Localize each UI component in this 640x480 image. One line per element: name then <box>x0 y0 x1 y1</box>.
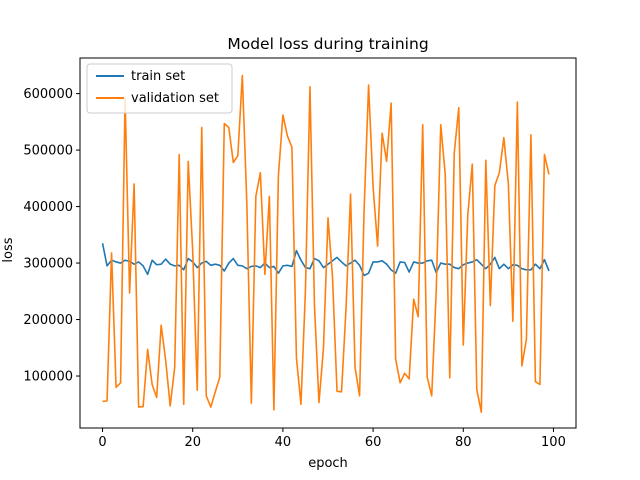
x-tick-label: 20 <box>184 435 201 450</box>
y-tick-label: 600000 <box>23 87 73 102</box>
y-tick-label: 100000 <box>23 370 73 385</box>
x-tick-label: 0 <box>98 435 106 450</box>
x-tick-label: 60 <box>365 435 382 450</box>
axis-ticks: 0 20 40 60 80 100 100000 200000 300000 400000 5000… <box>23 87 566 450</box>
chart-title: Model loss during training <box>227 35 428 53</box>
series-lines <box>101 74 550 413</box>
y-tick-label: 500000 <box>23 144 73 159</box>
plot-frame <box>79 57 577 429</box>
y-tick-label: 200000 <box>23 313 73 328</box>
series-line-validation-set <box>102 74 550 413</box>
y-tick-label: 400000 <box>23 200 73 215</box>
x-tick-label: 100 <box>541 435 566 450</box>
legend-label-validation-set: validation set <box>131 91 219 106</box>
x-tick-label: 80 <box>455 435 472 450</box>
legend-label-train-set: train set <box>131 69 185 84</box>
y-axis-label: loss <box>1 237 16 262</box>
x-axis-label: epoch <box>308 456 348 471</box>
y-tick-label: 300000 <box>23 257 73 272</box>
x-tick-label: 40 <box>275 435 292 450</box>
legend: train set validation set <box>86 63 233 114</box>
